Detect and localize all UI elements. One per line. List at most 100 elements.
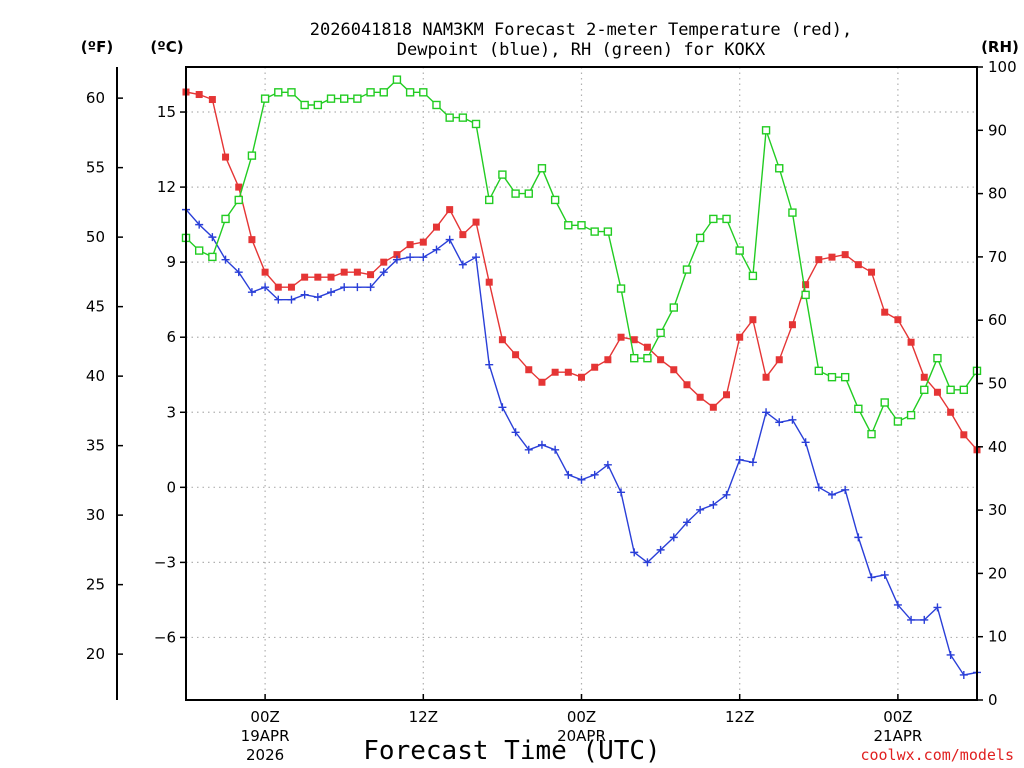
celsius-tick-label: −6 xyxy=(154,628,176,646)
dewpoint-point xyxy=(485,360,494,369)
dewpoint-point xyxy=(762,408,771,417)
2-meter-temperature-point xyxy=(446,206,454,214)
rh-point xyxy=(695,233,705,243)
rh-point xyxy=(247,151,257,160)
rh-point xyxy=(959,385,969,395)
2-meter-temperature-point xyxy=(248,236,256,244)
2-meter-temperature-point xyxy=(802,281,810,289)
rh-point xyxy=(643,353,652,363)
celsius-axis-header: (ºC) xyxy=(150,38,183,56)
dewpoint-point xyxy=(445,235,454,244)
2-meter-temperature-point xyxy=(591,363,599,371)
rh-point xyxy=(603,227,613,236)
2-meter-temperature-point xyxy=(788,321,796,329)
rh-point xyxy=(419,88,428,97)
rh-tick-label: 0 xyxy=(988,691,998,709)
rh-point xyxy=(405,88,415,97)
dewpoint-point xyxy=(669,533,678,542)
rh-tick-label: 80 xyxy=(988,185,1007,203)
dewpoint-point xyxy=(287,295,296,304)
dewpoint-point xyxy=(564,470,573,479)
2-meter-temperature-point xyxy=(881,308,889,316)
rh-point xyxy=(656,328,665,338)
2-meter-temperature-point xyxy=(261,268,269,276)
dewpoint-point xyxy=(709,500,718,509)
dewpoint-point xyxy=(353,283,362,292)
dewpoint-point xyxy=(340,283,349,292)
dewpoint-point xyxy=(498,403,507,412)
2-meter-temperature-point xyxy=(854,261,862,269)
2-meter-temperature-point xyxy=(498,336,506,344)
rh-point xyxy=(775,164,784,173)
dewpoint-point xyxy=(511,428,520,437)
rh-point xyxy=(313,100,323,110)
2-meter-temperature-point xyxy=(736,333,744,341)
rh-point xyxy=(682,265,692,274)
dewpoint-point xyxy=(841,485,850,494)
dewpoint-point xyxy=(920,615,929,624)
2-meter-temperature-point xyxy=(723,391,731,399)
dewpoint-point xyxy=(590,470,599,479)
2-meter-temperature-point xyxy=(274,283,282,291)
rh-point xyxy=(761,126,771,135)
rh-point xyxy=(814,366,823,376)
chart-title-line1: 2026041818 NAM3KM Forecast 2-meter Tempe… xyxy=(310,20,852,40)
2-meter-temperature-point xyxy=(393,251,401,259)
rh-point xyxy=(867,429,876,439)
dewpoint-point xyxy=(880,570,889,579)
rh-point xyxy=(471,119,481,129)
rh-tick-label: 30 xyxy=(988,501,1007,519)
rh-point xyxy=(458,113,468,122)
2-meter-temperature-point xyxy=(235,183,243,191)
rh-point xyxy=(221,214,230,224)
2-meter-temperature-point xyxy=(894,316,902,324)
rh-point xyxy=(840,372,850,382)
rh-point xyxy=(445,113,454,122)
2-meter-temperature-point xyxy=(195,91,203,99)
time-tick-date: 19APR xyxy=(241,727,290,745)
rh-point xyxy=(577,221,586,230)
rh-point xyxy=(827,372,837,382)
2-meter-temperature-point xyxy=(604,356,612,364)
2-meter-temperature-point xyxy=(406,241,414,249)
2-meter-temperature-point xyxy=(367,271,375,279)
rh-point xyxy=(854,404,863,414)
dewpoint-point xyxy=(406,253,415,262)
2-meter-temperature-point xyxy=(287,283,295,291)
time-tick-year: 2026 xyxy=(246,746,284,764)
rh-point xyxy=(287,88,296,97)
rh-tick-label: 50 xyxy=(988,375,1007,393)
2-meter-temperature-point xyxy=(617,333,625,341)
2-meter-temperature-point xyxy=(749,316,757,324)
rh-point xyxy=(485,195,494,205)
dewpoint-point xyxy=(630,548,639,557)
2-meter-temperature-point xyxy=(775,356,783,364)
dewpoint-point xyxy=(933,603,942,612)
2-meter-temperature-point xyxy=(208,96,216,104)
rh-point xyxy=(880,398,889,407)
2-meter-temperature-point xyxy=(709,403,717,411)
dewpoint-point xyxy=(775,418,784,427)
time-tick-label: 12Z xyxy=(725,708,754,726)
2-meter-temperature-point xyxy=(380,258,388,266)
dewpoint-point xyxy=(234,268,243,277)
rh-point xyxy=(920,385,929,395)
rh-point xyxy=(326,94,336,103)
rh-point xyxy=(946,385,955,395)
dewpoint-point xyxy=(327,288,336,297)
dewpoint-point xyxy=(959,670,968,679)
rh-point xyxy=(524,189,533,198)
rh-point xyxy=(194,246,204,255)
celsius-axis: 15 12 9 6 3 0 −3 −6 xyxy=(154,103,186,646)
2-meter-temperature-point xyxy=(353,268,361,276)
dewpoint-point xyxy=(458,260,467,269)
2-meter-temperature-point xyxy=(670,366,678,374)
dewpoint-point xyxy=(643,558,652,567)
rh-point xyxy=(788,208,797,217)
2-meter-temperature-point xyxy=(907,338,915,346)
rh-tick-label: 10 xyxy=(988,628,1007,646)
dewpoint-point xyxy=(379,268,388,277)
2-meter-temperature-point xyxy=(657,356,665,364)
rh-tick-label: 90 xyxy=(988,121,1007,139)
